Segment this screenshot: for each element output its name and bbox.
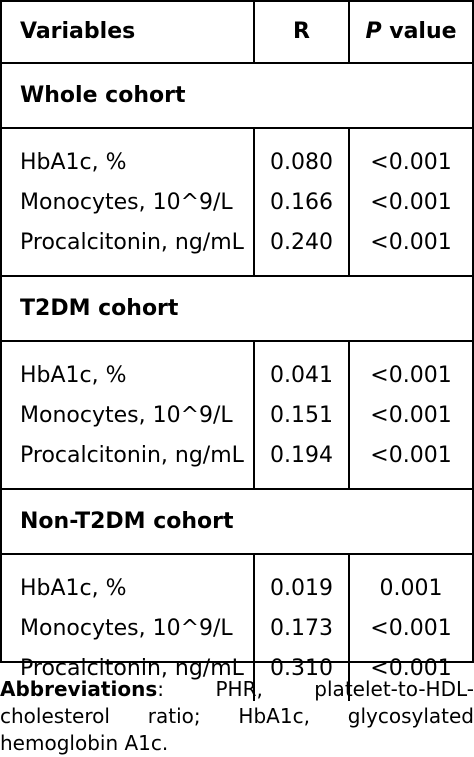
correlation-table-container: Variables R P value Whole cohort HbA1c, …	[0, 0, 474, 701]
r-cell: 0.194	[253, 436, 349, 490]
section-title: Whole cohort	[2, 63, 472, 129]
table-row: Procalcitonin, ng/mL 0.310 <0.001	[2, 649, 472, 701]
variable-cell: Monocytes, 10^9/L	[20, 190, 233, 215]
p-cell: <0.001	[348, 128, 472, 183]
r-cell: 0.240	[253, 223, 349, 277]
section-row-whole-cohort: Whole cohort	[2, 63, 472, 129]
p-cell: <0.001	[348, 396, 472, 436]
variable-cell: Procalcitonin, ng/mL	[20, 656, 244, 681]
section-title: Non-T2DM cohort	[2, 489, 472, 555]
table-footnote: Abbreviations: PHR, platelet-to-HDL-chol…	[0, 676, 474, 757]
header-p-italic: P	[365, 19, 382, 44]
r-cell: 0.310	[253, 649, 349, 701]
footnote-label: Abbreviations	[0, 677, 158, 701]
table-row: Procalcitonin, ng/mL 0.240 <0.001	[2, 223, 472, 277]
p-cell: <0.001	[348, 223, 472, 277]
correlation-table: Variables R P value Whole cohort HbA1c, …	[2, 2, 472, 701]
variable-cell: HbA1c, %	[20, 363, 127, 388]
section-title: T2DM cohort	[2, 276, 472, 342]
p-cell: <0.001	[348, 183, 472, 223]
r-cell: 0.166	[253, 183, 349, 223]
table-row: HbA1c, % 0.080 <0.001	[2, 128, 472, 183]
footnote-text: : PHR, platelet-to-HDL-cholesterol ratio…	[0, 677, 474, 755]
variable-cell: HbA1c, %	[20, 150, 127, 175]
p-cell: <0.001	[348, 609, 472, 649]
p-cell: 0.001	[348, 554, 472, 609]
p-cell: <0.001	[348, 436, 472, 490]
header-p-value: P value	[348, 2, 472, 64]
header-r: R	[253, 2, 349, 64]
variable-cell: Procalcitonin, ng/mL	[2, 223, 254, 277]
table-row: Monocytes, 10^9/L 0.151 <0.001	[2, 396, 472, 436]
header-variables: Variables	[2, 2, 254, 64]
section-row-non-t2dm-cohort: Non-T2DM cohort	[2, 489, 472, 555]
variable-cell: Monocytes, 10^9/L	[20, 403, 233, 428]
variable-cell: Monocytes, 10^9/L	[20, 616, 233, 641]
variable-cell: Procalcitonin, ng/mL	[2, 436, 254, 490]
r-cell: 0.080	[253, 128, 349, 183]
r-cell: 0.041	[253, 341, 349, 396]
variable-cell: HbA1c, %	[20, 576, 127, 601]
r-cell: 0.019	[253, 554, 349, 609]
table-row: Monocytes, 10^9/L 0.166 <0.001	[2, 183, 472, 223]
table-row: HbA1c, % 0.041 <0.001	[2, 341, 472, 396]
r-cell: 0.173	[253, 609, 349, 649]
p-cell: <0.001	[348, 341, 472, 396]
section-row-t2dm-cohort: T2DM cohort	[2, 276, 472, 342]
table-row: HbA1c, % 0.019 0.001	[2, 554, 472, 609]
r-cell: 0.151	[253, 396, 349, 436]
header-row: Variables R P value	[2, 2, 472, 64]
header-p-rest: value	[381, 19, 457, 44]
table-row: Procalcitonin, ng/mL 0.194 <0.001	[2, 436, 472, 490]
p-cell: <0.001	[348, 649, 472, 701]
table-row: Monocytes, 10^9/L 0.173 <0.001	[2, 609, 472, 649]
